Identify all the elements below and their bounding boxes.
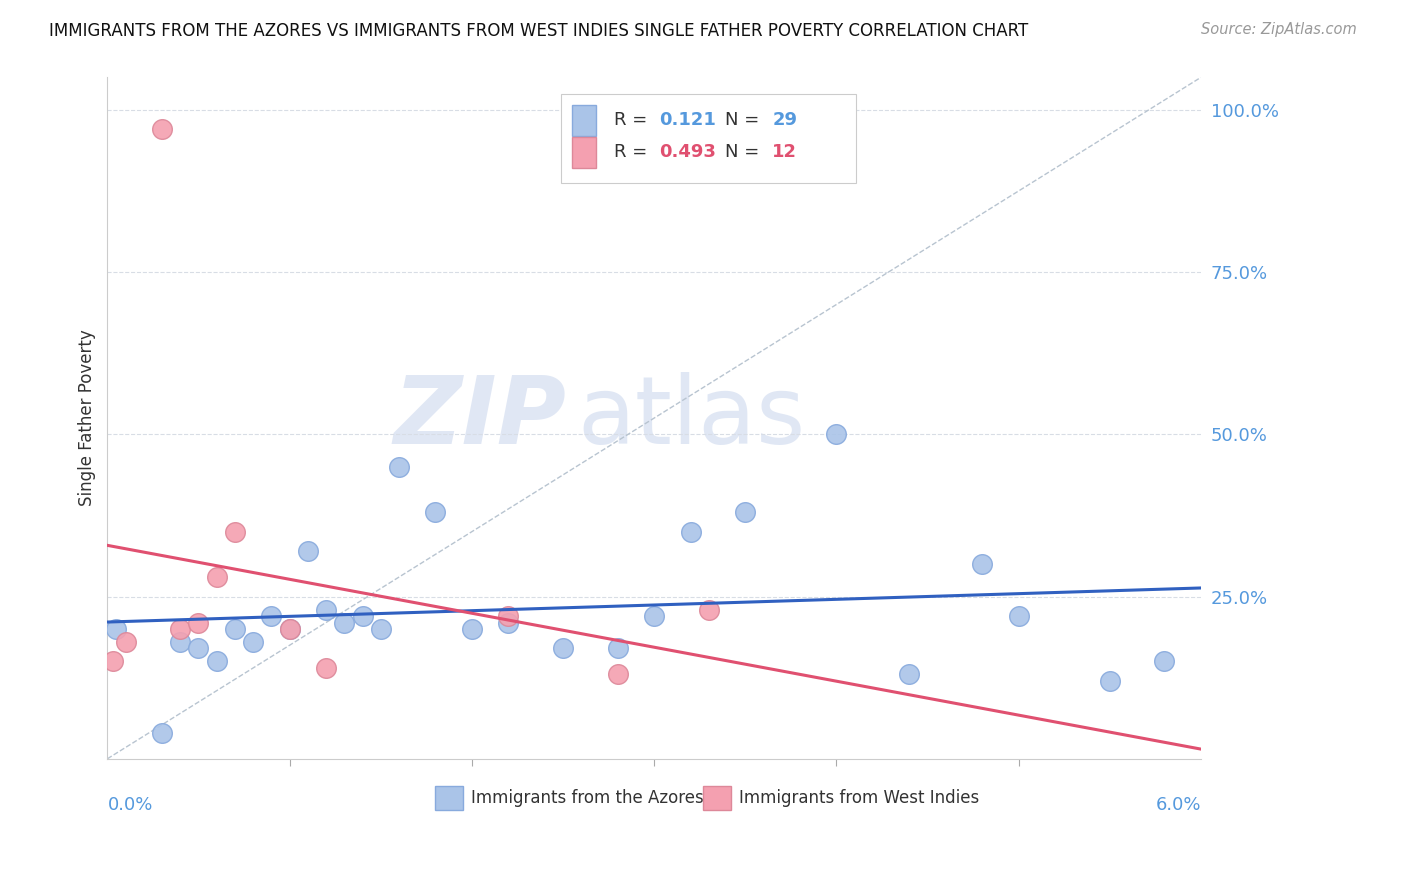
Point bbox=[825, 427, 848, 442]
Text: R =: R = bbox=[613, 112, 652, 129]
Point bbox=[606, 641, 628, 656]
Point bbox=[461, 622, 484, 636]
Point bbox=[679, 524, 702, 539]
Point bbox=[169, 635, 191, 649]
Point bbox=[734, 505, 756, 519]
Point bbox=[150, 726, 173, 740]
Point bbox=[278, 622, 301, 636]
Point bbox=[898, 667, 921, 681]
Text: ZIP: ZIP bbox=[394, 372, 567, 464]
Point bbox=[114, 635, 136, 649]
Point bbox=[205, 655, 228, 669]
Text: N =: N = bbox=[725, 144, 765, 161]
Point bbox=[388, 459, 411, 474]
Point bbox=[498, 615, 520, 630]
Point bbox=[972, 557, 994, 571]
Point bbox=[1007, 609, 1029, 624]
Point bbox=[105, 622, 128, 636]
Text: Immigrants from West Indies: Immigrants from West Indies bbox=[740, 789, 980, 807]
Point bbox=[224, 622, 246, 636]
Point bbox=[205, 570, 228, 584]
Point bbox=[352, 609, 374, 624]
Point bbox=[260, 609, 283, 624]
Point bbox=[169, 622, 191, 636]
Text: 29: 29 bbox=[772, 112, 797, 129]
FancyBboxPatch shape bbox=[561, 95, 856, 183]
Point bbox=[1098, 673, 1121, 688]
Point bbox=[425, 505, 447, 519]
Text: atlas: atlas bbox=[578, 372, 806, 464]
Text: Source: ZipAtlas.com: Source: ZipAtlas.com bbox=[1201, 22, 1357, 37]
Text: R =: R = bbox=[613, 144, 652, 161]
Point bbox=[606, 667, 628, 681]
Point bbox=[315, 661, 337, 675]
Text: 0.0%: 0.0% bbox=[107, 797, 153, 814]
Point bbox=[187, 615, 209, 630]
Text: N =: N = bbox=[725, 112, 765, 129]
Text: 0.493: 0.493 bbox=[659, 144, 717, 161]
Point bbox=[278, 622, 301, 636]
Text: 12: 12 bbox=[772, 144, 797, 161]
Point bbox=[643, 609, 665, 624]
Bar bbox=[572, 137, 596, 168]
Point bbox=[101, 655, 124, 669]
Text: 6.0%: 6.0% bbox=[1156, 797, 1201, 814]
Point bbox=[297, 544, 319, 558]
Text: 0.121: 0.121 bbox=[659, 112, 717, 129]
Point bbox=[187, 641, 209, 656]
Y-axis label: Single Father Poverty: Single Father Poverty bbox=[79, 330, 96, 507]
Point bbox=[498, 609, 520, 624]
Point bbox=[1153, 655, 1175, 669]
Point bbox=[333, 615, 356, 630]
Bar bbox=[436, 786, 463, 810]
Point bbox=[370, 622, 392, 636]
Point bbox=[242, 635, 264, 649]
Point bbox=[551, 641, 574, 656]
Point bbox=[224, 524, 246, 539]
Text: Immigrants from the Azores: Immigrants from the Azores bbox=[471, 789, 704, 807]
Point bbox=[150, 122, 173, 136]
Bar bbox=[703, 786, 731, 810]
Point bbox=[315, 602, 337, 616]
Point bbox=[697, 602, 720, 616]
Text: IMMIGRANTS FROM THE AZORES VS IMMIGRANTS FROM WEST INDIES SINGLE FATHER POVERTY : IMMIGRANTS FROM THE AZORES VS IMMIGRANTS… bbox=[49, 22, 1028, 40]
Bar bbox=[572, 105, 596, 136]
